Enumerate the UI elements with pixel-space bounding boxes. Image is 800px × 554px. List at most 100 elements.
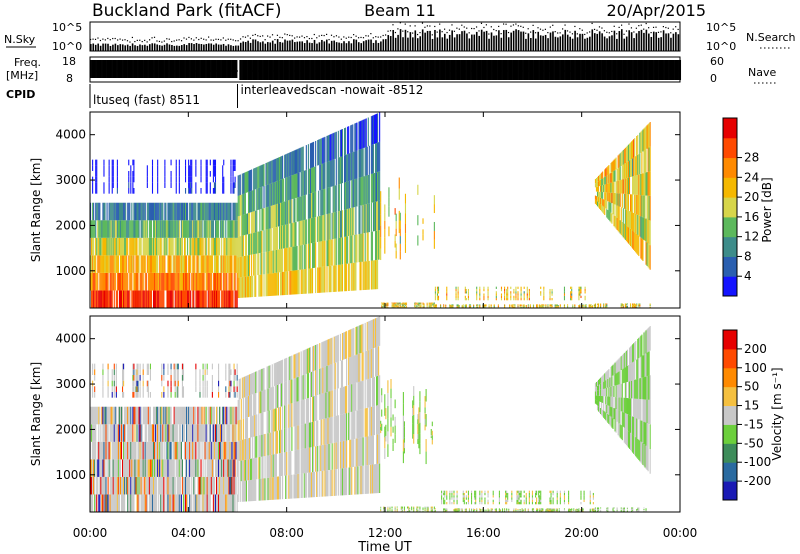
noise-sky-bar bbox=[667, 33, 670, 51]
freq-bar bbox=[379, 60, 382, 80]
power-cell bbox=[551, 291, 553, 294]
freq-bar bbox=[344, 60, 346, 80]
freq-bar bbox=[438, 60, 440, 80]
power-cell bbox=[164, 255, 166, 273]
cpid-segment-label: interleavedscan -nowait -8512 bbox=[241, 83, 424, 97]
noise-sky-bar bbox=[618, 31, 621, 51]
velocity-cell bbox=[183, 476, 186, 495]
power-cell bbox=[136, 237, 138, 256]
velocity-cell bbox=[181, 369, 183, 375]
noise-sky-bar bbox=[387, 35, 390, 51]
power-cell bbox=[266, 273, 268, 297]
velocity-cell bbox=[206, 459, 208, 477]
velocity-cell bbox=[213, 441, 215, 460]
power-cell bbox=[509, 305, 511, 307]
freq-bar bbox=[559, 60, 561, 80]
noise-search-dot bbox=[621, 24, 623, 26]
power-cell bbox=[607, 174, 609, 184]
power-cell bbox=[302, 171, 304, 196]
power-cell bbox=[123, 202, 125, 221]
velocity-cell bbox=[119, 476, 122, 495]
velocity-cell bbox=[173, 424, 175, 442]
power-cell bbox=[381, 306, 383, 308]
freq-bar bbox=[465, 60, 467, 80]
power-cell bbox=[158, 202, 160, 221]
power-cell bbox=[596, 196, 599, 202]
velocity-cell bbox=[116, 494, 118, 512]
noise-sky-bar bbox=[475, 31, 478, 51]
noise-search-dot bbox=[667, 27, 669, 29]
freq-bar bbox=[178, 60, 180, 78]
freq-bar bbox=[356, 60, 359, 80]
freq-bar bbox=[460, 60, 462, 80]
velocity-cell bbox=[134, 424, 136, 442]
velocity-cell bbox=[90, 406, 92, 425]
velocity-cell bbox=[230, 406, 232, 425]
power-cell bbox=[150, 237, 153, 256]
power-cell bbox=[621, 303, 623, 305]
velocity-cell bbox=[204, 386, 206, 392]
noise-search-dot bbox=[217, 38, 220, 41]
power-cell bbox=[451, 304, 453, 306]
power-cell bbox=[145, 237, 147, 256]
velocity-cell bbox=[92, 424, 94, 442]
power-cell bbox=[151, 165, 154, 171]
power-cell bbox=[286, 247, 288, 272]
power-cell bbox=[243, 193, 245, 215]
power-cell bbox=[361, 148, 363, 177]
freq-bar bbox=[678, 60, 680, 80]
power-cell bbox=[452, 306, 454, 308]
velocity-cell bbox=[230, 369, 232, 375]
noise-sky-bar bbox=[239, 42, 242, 51]
velocity-cell bbox=[202, 494, 204, 512]
power-cell bbox=[249, 254, 251, 277]
power-cell bbox=[199, 237, 201, 256]
power-cell bbox=[542, 306, 544, 308]
power-cell bbox=[108, 176, 110, 183]
power-cell bbox=[443, 306, 445, 308]
power-cell bbox=[603, 199, 605, 207]
freq-bar bbox=[425, 60, 427, 80]
freq-bar bbox=[529, 60, 531, 80]
noise-search-dot bbox=[259, 35, 261, 38]
freq-bar bbox=[361, 60, 363, 80]
power-cell bbox=[645, 126, 647, 150]
noise-search-dot bbox=[168, 38, 170, 40]
noise-sky-bar bbox=[126, 44, 129, 51]
power-cell bbox=[195, 165, 197, 171]
power-cell bbox=[272, 182, 274, 206]
velocity-cell bbox=[206, 494, 208, 512]
velocity-cell bbox=[203, 476, 205, 495]
noise-search-dot bbox=[257, 35, 259, 37]
noise-sky-bar bbox=[264, 43, 267, 51]
freq-bar bbox=[120, 60, 123, 78]
velocity-cell bbox=[233, 494, 235, 512]
noise-sky-bar bbox=[343, 41, 345, 51]
power-cell bbox=[326, 240, 328, 267]
noise-sky-bar bbox=[483, 31, 485, 51]
power-cell bbox=[200, 255, 202, 273]
freq-bar bbox=[405, 60, 407, 80]
power-cell bbox=[244, 255, 246, 277]
noise-sky-bar bbox=[311, 43, 313, 51]
freq-bar bbox=[562, 60, 564, 80]
power-cell bbox=[457, 304, 459, 306]
noise-sky-bar bbox=[382, 39, 385, 51]
power-cell bbox=[307, 243, 309, 269]
power-cell bbox=[308, 268, 310, 294]
noise-search-dot bbox=[375, 36, 377, 38]
power-cell bbox=[479, 304, 481, 306]
freq-bar bbox=[248, 60, 250, 80]
velocity-cell bbox=[162, 494, 164, 512]
noise-search-dot bbox=[212, 39, 215, 41]
power-cell bbox=[90, 255, 92, 273]
velocity-cell bbox=[173, 380, 175, 387]
power-cell bbox=[260, 230, 262, 253]
power-cell bbox=[221, 255, 223, 273]
power-cell bbox=[563, 304, 566, 306]
power-cell bbox=[178, 255, 180, 273]
velocity-cell bbox=[137, 406, 139, 425]
noise-search-dot bbox=[281, 37, 283, 39]
power-cell bbox=[175, 290, 177, 308]
power-cell bbox=[274, 158, 276, 182]
